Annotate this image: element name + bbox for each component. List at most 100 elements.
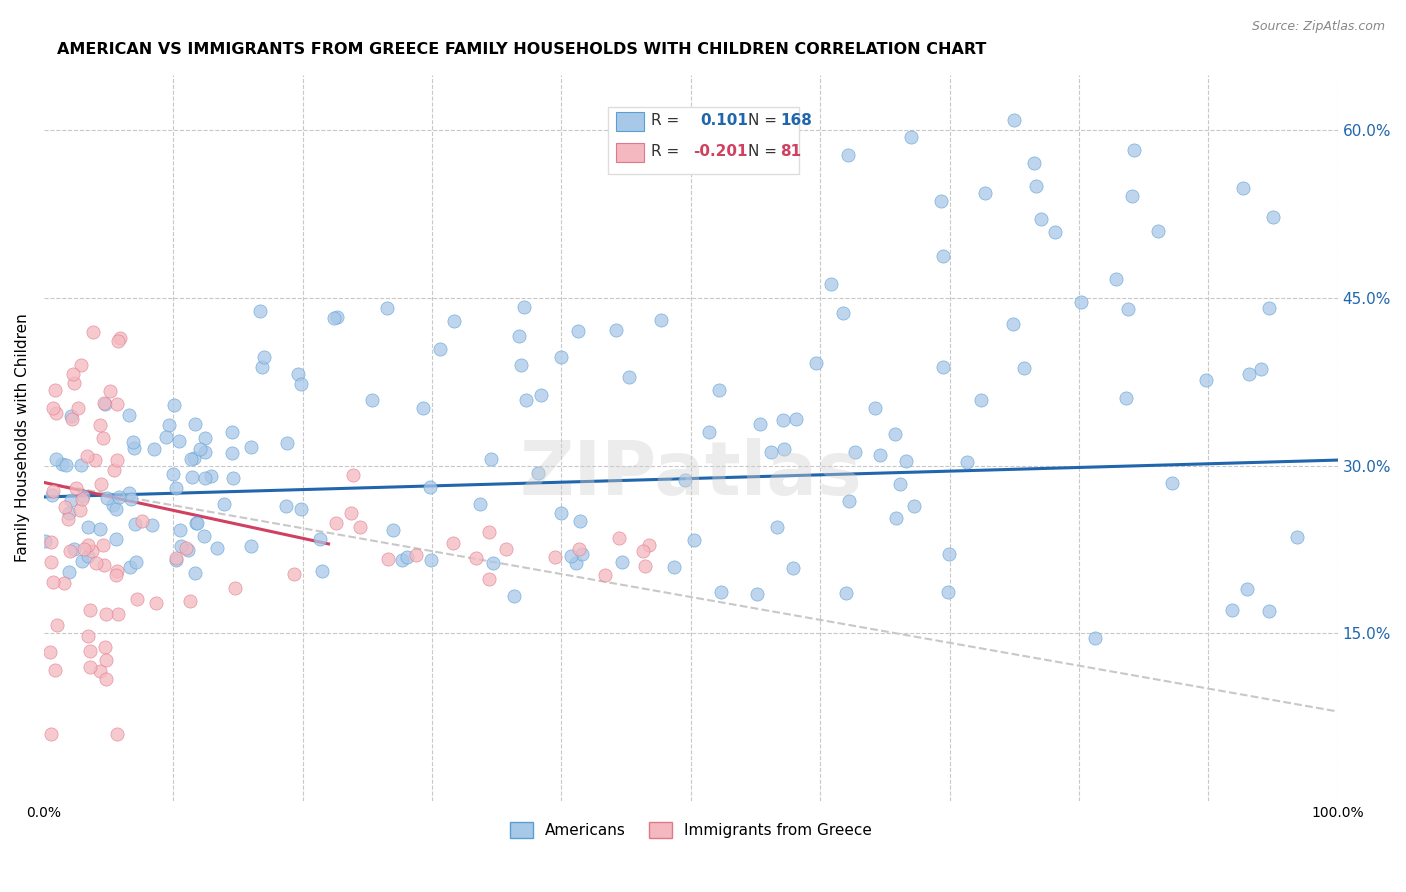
Point [104,502,127,516]
Point [340,506,363,520]
Point [382,524,405,538]
Point [287,368,309,382]
Point [465,551,488,566]
Point [107,334,129,348]
Point [45,452,67,467]
Point [605,323,627,337]
Point [527,467,550,481]
Point [510,358,533,372]
Point [973,186,995,200]
Point [58,565,80,579]
Point [141,517,163,532]
Point [62,376,84,390]
Point [650,313,672,327]
Point [62,367,84,381]
Point [42,574,65,589]
Point [478,524,501,539]
Point [311,564,333,578]
Point [1070,295,1092,310]
Point [222,471,245,485]
Legend: Americans, Immigrants from Greece: Americans, Immigrants from Greece [503,816,877,844]
Point [94,673,117,687]
Point [69,458,91,472]
Point [308,533,330,547]
Point [468,498,491,512]
Point [55,458,77,473]
Point [193,471,215,485]
Point [39,534,62,549]
Point [124,516,146,531]
Point [58,506,80,520]
Point [91,538,114,552]
Point [72,489,94,503]
Point [70,358,93,372]
Point [145,597,167,611]
Point [342,467,364,482]
Point [70,554,93,568]
Point [118,560,141,574]
Point [80,544,103,558]
Point [180,470,202,484]
Point [39,645,62,659]
Point [889,476,911,491]
Point [131,514,153,528]
Point [863,401,886,416]
Point [101,498,124,512]
Bar [616,112,644,130]
Point [1025,178,1047,193]
Point [495,541,517,556]
Point [169,523,191,537]
Point [631,543,654,558]
Text: 81: 81 [780,145,801,159]
Point [707,384,730,398]
Point [105,564,128,578]
Point [105,397,128,411]
Point [375,301,398,316]
Point [105,727,128,741]
Point [283,567,305,582]
Point [108,490,131,504]
Point [931,360,953,375]
Point [748,417,770,432]
Bar [616,143,644,161]
Point [34,534,56,549]
Point [63,541,86,556]
Point [105,453,128,467]
Point [118,408,141,422]
Point [396,550,419,565]
Point [46,618,69,632]
Point [125,555,148,569]
Point [77,549,100,564]
Point [883,426,905,441]
Point [1195,372,1218,386]
Point [349,519,371,533]
Point [84,556,107,570]
Point [82,325,104,339]
Point [69,503,91,517]
Point [249,304,271,318]
Point [1043,225,1066,239]
Point [550,350,572,364]
Point [120,492,142,507]
Point [782,561,804,575]
Point [568,542,591,557]
Point [110,331,132,345]
Point [79,644,101,658]
Point [96,491,118,505]
Point [253,350,276,364]
Point [162,467,184,481]
Point [104,532,127,546]
Point [93,558,115,573]
Point [89,522,111,536]
Point [565,556,588,570]
Point [250,359,273,374]
Point [419,480,441,494]
Point [1232,180,1254,194]
Point [60,412,83,426]
Point [773,442,796,456]
Point [478,572,501,586]
Point [1285,530,1308,544]
Point [569,514,592,528]
Point [79,660,101,674]
Point [157,417,180,432]
